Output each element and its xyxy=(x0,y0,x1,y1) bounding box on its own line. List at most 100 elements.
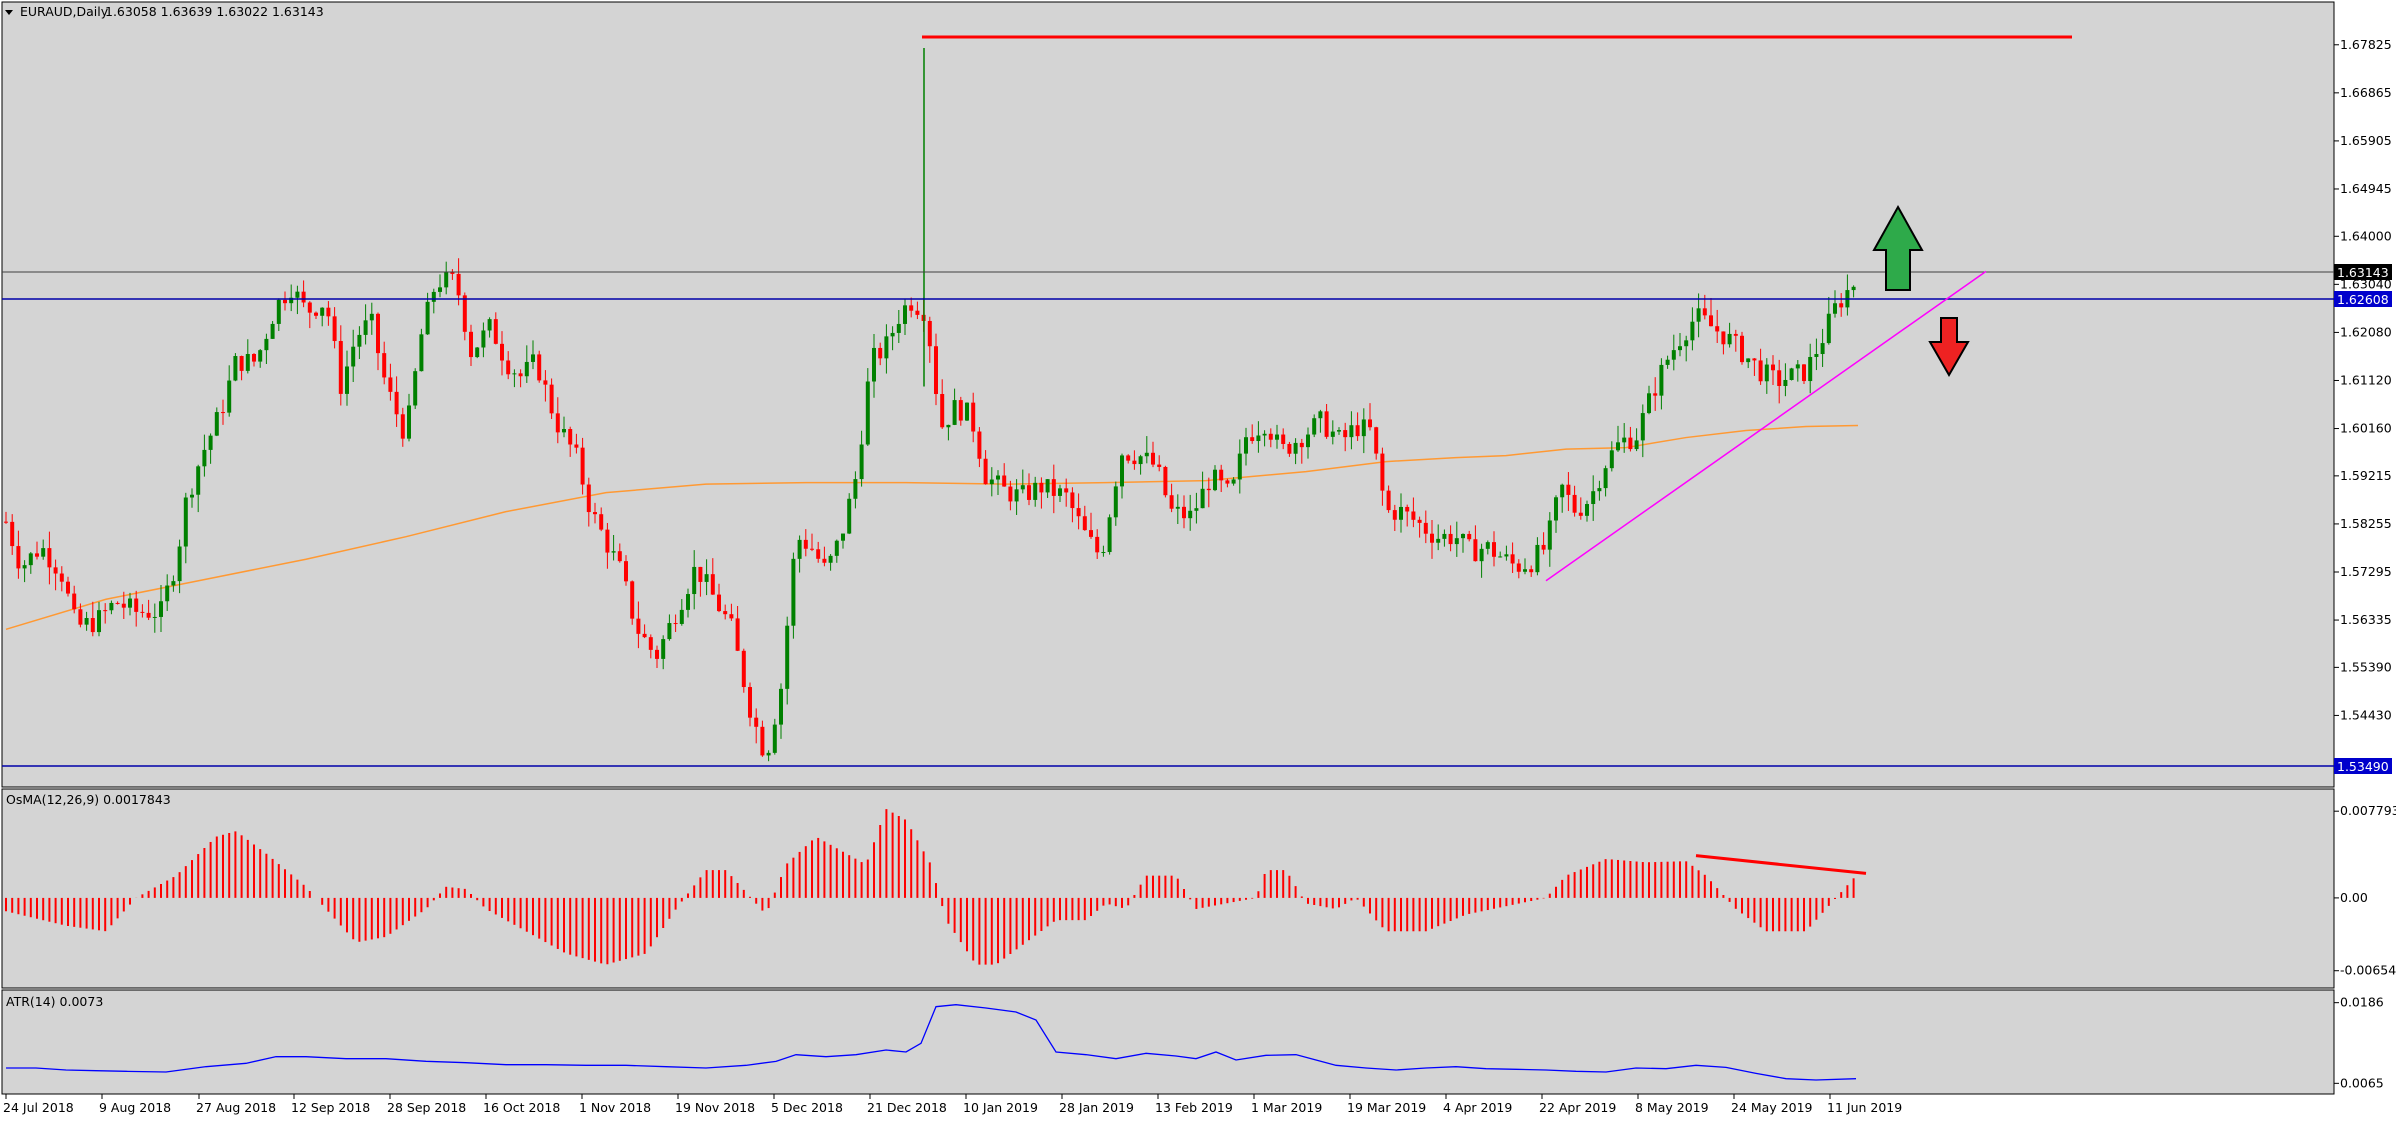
time-tick-label: 8 May 2019 xyxy=(1635,1100,1709,1115)
atr-pane[interactable]: ATR(14) 0.0073 xyxy=(1,989,2335,1095)
candle-body xyxy=(717,594,721,612)
candle-body xyxy=(1585,504,1589,516)
candle-body xyxy=(1076,508,1081,517)
candle-body xyxy=(1324,411,1329,437)
candle-body xyxy=(1033,482,1038,500)
candle-body xyxy=(686,594,690,610)
candle-body xyxy=(1430,533,1434,543)
osma-title: OsMA(12,26,9) 0.0017843 xyxy=(6,792,171,807)
candle-body xyxy=(425,301,430,335)
candle-body xyxy=(382,353,387,378)
candle-body xyxy=(1523,569,1527,572)
time-tick-label: 10 Jan 2019 xyxy=(963,1100,1038,1115)
candle-body xyxy=(493,319,498,344)
candle-body xyxy=(735,618,740,651)
candle-body xyxy=(841,533,845,541)
low-price-label: 1.53490 xyxy=(2337,759,2389,774)
osma-tick-label: -0.006545 xyxy=(2340,963,2396,978)
atr-axis: 0.0186 0.0065 xyxy=(2334,995,2384,1090)
candle-body xyxy=(103,610,108,612)
candle-body xyxy=(444,272,449,288)
candle-body xyxy=(816,549,821,559)
price-tick-label: 1.67825 xyxy=(2340,37,2392,52)
candle-body xyxy=(35,553,39,557)
candle-body xyxy=(1343,430,1348,438)
time-tick-label: 24 Jul 2018 xyxy=(3,1100,74,1115)
low-price-tag xyxy=(2334,758,2392,774)
candle-body xyxy=(1002,475,1007,487)
candle-body xyxy=(927,320,932,347)
candle-body xyxy=(673,623,678,625)
time-tick-label: 22 Apr 2019 xyxy=(1539,1100,1616,1115)
candle-body xyxy=(934,346,938,395)
candle-body xyxy=(332,316,337,342)
candle-body xyxy=(400,414,405,439)
candle-body xyxy=(1752,358,1757,361)
candle-body xyxy=(1622,437,1627,443)
osma-pane[interactable]: OsMA(12,26,9) 0.0017843 xyxy=(1,788,2335,989)
candle-body xyxy=(1498,556,1503,558)
price-tick-label: 1.57295 xyxy=(2340,564,2392,579)
candle-body xyxy=(977,431,982,459)
candle-body xyxy=(524,361,529,377)
candle-body xyxy=(307,302,312,313)
candle-body xyxy=(1200,488,1205,509)
candle-body xyxy=(543,380,548,385)
candle-body xyxy=(388,377,393,392)
candle-body xyxy=(562,429,566,433)
candle-body xyxy=(475,347,480,358)
candle-body xyxy=(1578,512,1583,516)
candle-body xyxy=(487,319,492,331)
candle-body xyxy=(289,297,294,304)
price-pane[interactable]: EURAUD,Daily 1.63058 1.63639 1.63022 1.6… xyxy=(1,1,2335,788)
candle-body xyxy=(859,444,864,480)
candle-body xyxy=(1454,538,1459,545)
time-tick-label: 27 Aug 2018 xyxy=(196,1100,276,1115)
candle-body xyxy=(580,447,585,485)
time-tick-label: 19 Mar 2019 xyxy=(1347,1100,1426,1115)
candle-body xyxy=(698,566,703,582)
chart-header-ohlc: 1.63058 1.63639 1.63022 1.63143 xyxy=(105,4,324,19)
candle-body xyxy=(549,384,554,414)
candle-body xyxy=(233,356,238,381)
candle-body xyxy=(1244,437,1248,454)
candle-body xyxy=(611,551,616,553)
candle-body xyxy=(1423,522,1428,534)
candle-body xyxy=(41,548,46,557)
candle-body xyxy=(537,354,542,381)
candle-body xyxy=(1206,488,1211,491)
candle-body xyxy=(78,609,83,625)
candle-body xyxy=(1510,554,1515,564)
up-arrow xyxy=(1872,204,1924,291)
time-tick-label: 21 Dec 2018 xyxy=(867,1100,947,1115)
candle-body xyxy=(1609,450,1614,469)
candle-body xyxy=(320,307,325,316)
time-tick-label: 16 Oct 2018 xyxy=(483,1100,560,1115)
price-tick-label: 1.65905 xyxy=(2340,133,2392,148)
candle-body xyxy=(1603,468,1608,489)
candle-body xyxy=(1027,485,1031,500)
price-pane-background xyxy=(1,1,2335,788)
candle-body xyxy=(847,498,852,534)
candle-body xyxy=(171,581,176,586)
candle-body xyxy=(1225,480,1230,484)
candle-body xyxy=(1535,544,1540,573)
candle-body xyxy=(245,354,250,371)
candle-body xyxy=(456,273,461,296)
candle-body xyxy=(1461,533,1465,539)
candle-body xyxy=(1566,484,1571,495)
candle-body xyxy=(983,458,988,485)
candle-body xyxy=(295,291,300,298)
candle-body xyxy=(1014,489,1019,502)
header-triangle-icon[interactable] xyxy=(5,10,13,15)
price-tick-label: 1.60160 xyxy=(2340,421,2392,436)
candle-body xyxy=(1547,520,1552,550)
candle-body xyxy=(1696,308,1701,322)
time-tick-label: 11 Jun 2019 xyxy=(1827,1100,1902,1115)
candle-body xyxy=(909,305,914,311)
candle-body xyxy=(314,312,318,316)
candle-body xyxy=(1516,563,1521,572)
candle-body xyxy=(1436,538,1441,543)
candle-body xyxy=(4,521,8,523)
